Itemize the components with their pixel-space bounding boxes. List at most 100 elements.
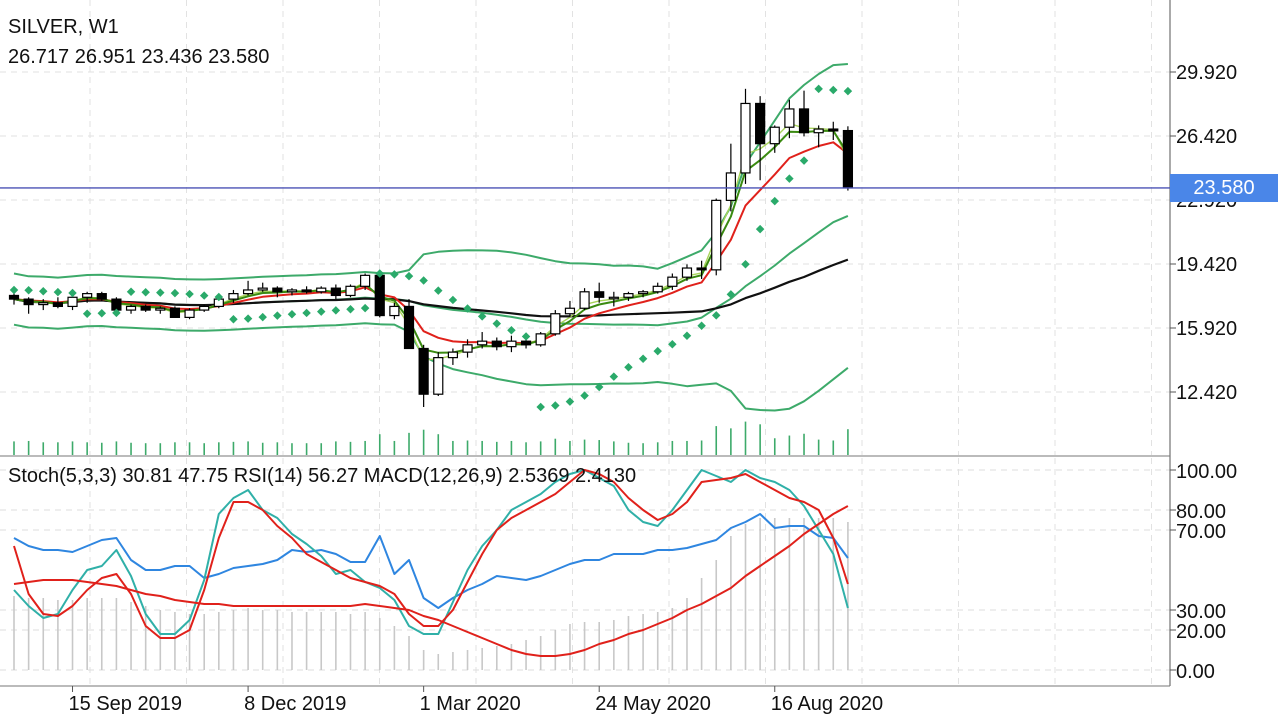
candle-body [155,307,166,311]
bollinger-lower [13,322,849,412]
candle-body [228,293,239,300]
candle-body [272,287,283,293]
candle-body [403,305,415,350]
sar-dot [536,402,545,412]
sar-dot [346,304,355,314]
sar-dot [770,196,780,206]
candle-body [477,340,488,346]
candle-body [550,313,561,335]
candle-body [608,296,619,300]
time-tick-label: 16 Aug 2020 [771,693,883,715]
sar-dot [375,269,384,278]
candle-body [418,347,429,395]
time-tick-label: 8 Dec 2019 [244,693,346,715]
candle-body [242,289,254,295]
candle-body [301,289,312,293]
candle-body [623,293,634,298]
candle-body [564,307,576,315]
sar-dot [24,286,33,295]
sar-dot [199,291,209,300]
candle-body [798,108,810,134]
moving-average-light [13,122,849,361]
candle-body [828,128,839,132]
sar-dot [170,288,180,298]
oscillator-tick-label: 20.00 [1176,621,1226,643]
ohlc-values: 26.717 26.951 23.436 23.580 [8,46,270,68]
rsi-line [13,513,849,609]
candle-body [740,102,751,174]
current-price-label: 23.580 [1170,173,1278,202]
candle-body [286,289,298,293]
candle-body [462,344,473,353]
candle-body [696,267,707,271]
candle-body [316,287,327,293]
macd-signal-line [13,505,849,657]
oscillator-tick-label: 0.00 [1176,661,1215,683]
sar-dot [141,287,150,297]
candle-body [637,291,649,295]
sar-dot [492,319,502,328]
candle-body [67,296,78,308]
candle-body [8,294,20,300]
candle-body [769,126,780,145]
candle-body [38,302,49,306]
sar-dot [53,287,63,297]
sar-dot [448,295,458,305]
sar-dot [829,85,838,95]
oscillator-tick-label: 70.00 [1176,521,1226,543]
candle-body [579,291,590,309]
candle-body [447,351,458,359]
candle-body [345,285,356,297]
sar-dot [316,307,326,316]
sar-dot [668,340,677,349]
candle-body [491,340,502,348]
oscillator-lines [13,469,849,657]
sar-dot [112,308,121,318]
sar-dot [229,314,238,324]
candle-body [506,340,517,348]
sar-dot [419,276,428,285]
price-tick-label: 26.420 [1176,126,1237,148]
sar-dot [243,314,253,323]
sar-dot [404,271,414,281]
candle-body [681,267,693,278]
axes: 29.92026.42022.92019.42015.92012.420100.… [0,0,1237,715]
stochastic-main-line [13,469,849,635]
candle-body [520,340,532,346]
sar-dot [390,270,399,279]
moving-average-green [13,129,849,354]
candle-body [96,293,107,300]
bollinger-upper [13,63,848,281]
sar-dot [697,321,706,331]
price-tick-label: 15.920 [1176,318,1237,340]
candle-body [594,291,605,298]
candle-body [82,293,93,298]
candle-body [23,298,34,306]
candle-body [374,274,385,317]
sar-dot [682,331,692,341]
candle-body [111,298,122,311]
sar-dot [82,309,92,318]
sar-dot [331,306,341,315]
candle-body [257,287,268,291]
oscillator-tick-label: 80.00 [1176,501,1226,523]
symbol-title: SILVER, W1 [8,16,119,38]
sar-dot [273,311,282,320]
candle-body [652,285,663,293]
sar-dot [258,312,267,322]
sar-dot [68,288,77,298]
sar-dot [214,292,224,302]
time-tick-label: 15 Sep 2019 [69,693,182,715]
sar-dot [9,285,19,295]
candle-body [169,307,181,318]
sar-dot [609,372,619,381]
candle-body [842,129,854,189]
candle-body [813,128,824,134]
sar-dot [463,304,472,313]
candle-body [389,305,400,317]
volume-bars [13,421,849,455]
sar-dot [156,288,165,297]
candle-body [433,357,444,395]
bollinger-bands [13,63,849,412]
